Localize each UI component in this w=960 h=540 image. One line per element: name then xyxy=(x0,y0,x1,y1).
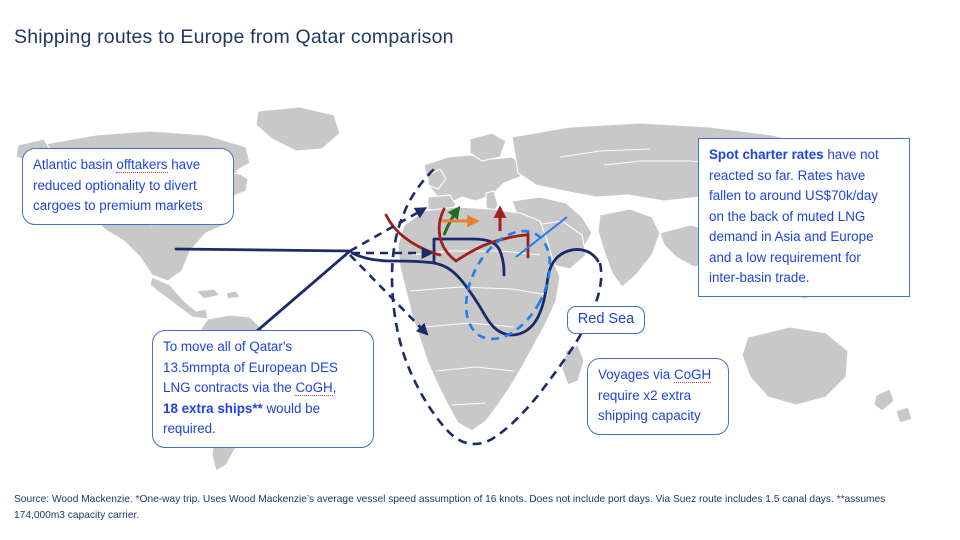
callout-text: 13.5mmpta of European DES xyxy=(163,359,338,375)
spellcheck-word: CoGH xyxy=(295,380,333,396)
callout-line: Spot charter rates have not xyxy=(709,145,900,166)
callout-line: and a low requirement for xyxy=(709,248,900,269)
callout-text: Voyages via xyxy=(598,367,674,382)
callout-line: fallen to around US$70k/day xyxy=(709,186,900,207)
callout-text: Atlantic basin xyxy=(33,157,117,172)
spellcheck-word: offtakers xyxy=(116,157,168,173)
callout-line: demand in Asia and Europe xyxy=(709,227,900,248)
callout-text: inter-basin trade. xyxy=(709,270,810,285)
callout-line: LNG contracts via the CoGH, xyxy=(163,378,364,399)
callout-text: and a low requirement for xyxy=(709,249,861,265)
callout-emphasis: Spot charter rates xyxy=(709,147,824,162)
callout-atlantic-basin: Atlantic basin offtakers have reduced opt… xyxy=(22,148,234,225)
callout-text: reacted so far. Rates have xyxy=(709,167,866,183)
callout-emphasis: 18 extra ships** xyxy=(163,400,263,416)
callout-line: on the back of muted LNG xyxy=(709,207,900,228)
callout-line: inter-basin trade. xyxy=(709,268,900,289)
divert-arrows xyxy=(349,207,434,336)
callout-text: LNG contracts via the xyxy=(163,380,296,395)
callout-line: shipping capacity xyxy=(598,406,719,427)
callout-line: cargoes to premium markets xyxy=(33,196,224,217)
red-sea-leader-line xyxy=(515,216,568,258)
callout-text: have xyxy=(167,157,201,172)
callout-text: To move all of Qatar's xyxy=(163,339,293,354)
callout-text: demand in Asia and Europe xyxy=(709,229,874,244)
source-footnote: Source: Wood Mackenzie. *One-way trip. U… xyxy=(14,494,886,521)
callout-line: To move all of Qatar's xyxy=(163,337,364,358)
route-suez xyxy=(350,237,600,337)
callout-text: reduced optionality to divert xyxy=(33,177,197,193)
callout-line: reduced optionality to divert xyxy=(33,176,224,197)
callout-line: 18 extra ships** would be xyxy=(163,399,364,420)
map-label-red-sea: Red Sea xyxy=(567,306,645,334)
callout-line: reacted so far. Rates have xyxy=(709,166,900,187)
callout-text: have not xyxy=(823,147,879,162)
callout-line: Atlantic basin offtakers have xyxy=(33,155,224,176)
callout-text: require x2 extra xyxy=(598,387,692,403)
spellcheck-word: CoGH xyxy=(673,367,712,383)
callout-text: cargoes to premium markets xyxy=(33,198,203,213)
callout-text: shipping capacity xyxy=(598,408,701,423)
callout-text: fallen to around US$70k/day xyxy=(709,188,878,203)
callout-text: required. xyxy=(163,421,216,436)
red-sea-highlight-ellipse xyxy=(464,229,552,341)
callout-qatar-des-contracts: To move all of Qatar's 13.5mmpta of Europ… xyxy=(152,330,374,448)
callout-line: required. xyxy=(163,419,364,440)
callout-line: require x2 extra xyxy=(598,386,719,407)
route-cogh xyxy=(390,166,603,446)
callout-text: on the back of muted LNG xyxy=(709,208,866,224)
callout-line: Voyages via CoGH xyxy=(598,365,719,386)
callout-text: would be xyxy=(262,400,321,416)
page-title: Shipping routes to Europe from Qatar com… xyxy=(14,26,454,48)
callout-spot-charter-rates: Spot charter rates have not reacted so fa… xyxy=(698,138,910,297)
callout-text: , xyxy=(332,380,337,395)
callout-voyages-via-cogh: Voyages via CoGH require x2 extra shipping… xyxy=(587,358,729,435)
callout-line: 13.5mmpta of European DES xyxy=(163,358,364,379)
